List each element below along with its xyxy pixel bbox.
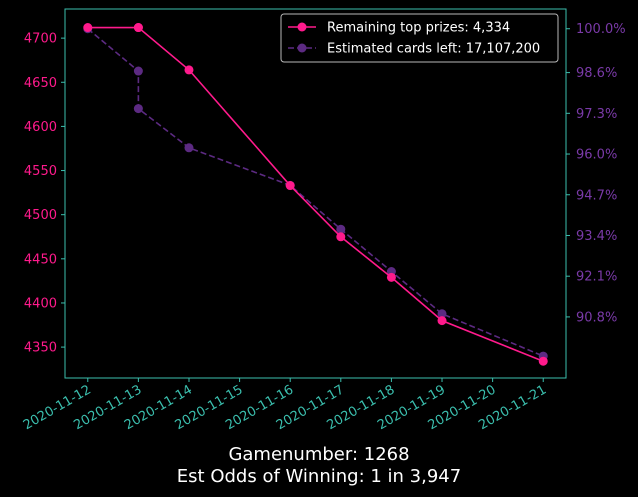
legend-swatch-marker	[297, 22, 307, 32]
prizes-point	[133, 23, 143, 33]
y-right-tick-label: 93.4%	[576, 229, 617, 244]
y-left-tick-label: 4550	[24, 164, 57, 179]
y-left-tick-label: 4600	[24, 120, 57, 135]
prizes-point	[437, 316, 447, 326]
game-number-caption: Gamenumber: 1268	[228, 444, 410, 465]
prizes-line	[87, 26, 544, 362]
y-right-tick-label: 92.1%	[576, 270, 617, 285]
cards-point	[336, 224, 346, 234]
prizes-point	[386, 272, 396, 282]
y-left-tick-label: 4650	[24, 76, 57, 91]
y-left-tick-label: 4450	[24, 252, 57, 267]
y-right-tick-label: 96.0%	[576, 148, 617, 163]
legend-entry: Remaining top prizes: 4,334	[327, 21, 510, 36]
y-right-tick-label: 94.7%	[576, 188, 617, 203]
cards-point	[437, 309, 447, 319]
y-right-tick-label: 90.8%	[576, 310, 617, 325]
y-left-tick-label: 4700	[24, 32, 57, 47]
cards-point	[133, 66, 143, 76]
y-left-tick-label: 4500	[24, 208, 57, 223]
prizes-point	[83, 23, 93, 33]
legend-swatch-marker	[297, 43, 307, 53]
prizes-point	[538, 356, 548, 366]
cards-point	[133, 104, 143, 114]
plot-frame	[64, 8, 567, 379]
cards-point	[184, 143, 194, 153]
odds-caption: Est Odds of Winning: 1 in 3,947	[176, 466, 462, 487]
y-left-tick-label: 4350	[24, 341, 57, 356]
y-right-tick-label: 98.6%	[576, 66, 617, 81]
y-right-tick-label: 97.3%	[576, 107, 617, 122]
prizes-point	[184, 65, 194, 75]
prizes-point	[336, 232, 346, 242]
y-left-tick-label: 4400	[24, 296, 57, 311]
legend-entry: Estimated cards left: 17,107,200	[327, 42, 540, 57]
legend-box	[280, 13, 559, 63]
prizes-point	[285, 181, 295, 191]
y-right-tick-label: 100.0%	[576, 22, 626, 37]
